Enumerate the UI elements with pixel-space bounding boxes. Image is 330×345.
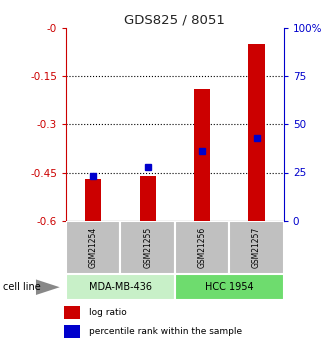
Bar <box>66 221 120 274</box>
Text: GSM21255: GSM21255 <box>143 227 152 268</box>
Text: cell line: cell line <box>3 282 41 292</box>
Bar <box>85 179 101 221</box>
Bar <box>175 274 284 300</box>
Bar <box>140 176 156 221</box>
Bar <box>120 221 175 274</box>
Bar <box>194 89 210 221</box>
Text: percentile rank within the sample: percentile rank within the sample <box>89 327 242 336</box>
Text: GSM21257: GSM21257 <box>252 227 261 268</box>
Bar <box>175 221 229 274</box>
Bar <box>66 274 175 300</box>
Text: MDA-MB-436: MDA-MB-436 <box>89 282 152 292</box>
Text: GSM21256: GSM21256 <box>198 227 207 268</box>
Text: GSM21254: GSM21254 <box>89 227 98 268</box>
Bar <box>248 44 265 221</box>
Text: log ratio: log ratio <box>89 308 126 317</box>
Bar <box>229 221 284 274</box>
Text: HCC 1954: HCC 1954 <box>205 282 254 292</box>
Bar <box>63 325 81 338</box>
Bar <box>63 306 81 319</box>
Polygon shape <box>36 279 60 295</box>
Title: GDS825 / 8051: GDS825 / 8051 <box>124 13 225 27</box>
